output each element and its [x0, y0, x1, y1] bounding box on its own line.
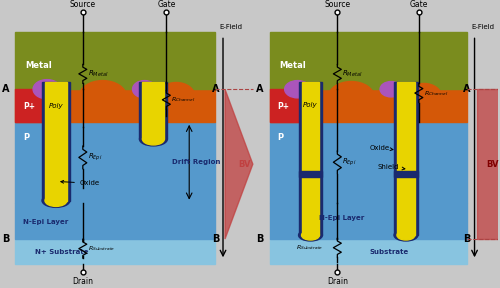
Text: A: A	[2, 84, 10, 94]
Bar	[270, 239, 466, 264]
Text: A: A	[212, 84, 219, 94]
Text: A: A	[256, 84, 264, 94]
Ellipse shape	[397, 230, 415, 240]
Text: Drift Region: Drift Region	[172, 159, 220, 165]
Text: Poly: Poly	[48, 103, 64, 109]
Text: Gate: Gate	[157, 0, 176, 9]
Text: $R_{Metal}$: $R_{Metal}$	[342, 69, 362, 79]
Text: Shield: Shield	[377, 164, 405, 170]
Ellipse shape	[79, 81, 126, 113]
Text: E-Field: E-Field	[471, 24, 494, 30]
Text: P+: P+	[278, 102, 289, 111]
Text: Oxide: Oxide	[369, 145, 393, 151]
Bar	[302, 82, 320, 235]
Bar	[15, 89, 67, 122]
Text: N-Epi Layer: N-Epi Layer	[320, 215, 364, 221]
Bar	[45, 82, 67, 201]
Bar	[142, 82, 165, 139]
Text: Gate: Gate	[410, 0, 428, 9]
Text: Poly: Poly	[303, 101, 318, 107]
Ellipse shape	[45, 195, 67, 206]
Ellipse shape	[158, 82, 195, 111]
Text: Drain: Drain	[327, 277, 348, 287]
Bar	[15, 202, 215, 239]
Text: P+: P+	[23, 102, 35, 111]
Text: BV: BV	[486, 160, 498, 169]
Ellipse shape	[302, 230, 320, 240]
Text: $R_{Channel}$: $R_{Channel}$	[172, 95, 196, 104]
Bar	[270, 89, 466, 122]
Text: B: B	[212, 234, 219, 244]
Ellipse shape	[380, 82, 402, 97]
Bar	[270, 32, 466, 89]
Text: N+ Substrate: N+ Substrate	[35, 249, 88, 255]
Bar	[476, 89, 500, 239]
Text: N-Epi Layer: N-Epi Layer	[23, 219, 68, 225]
Text: Source: Source	[70, 0, 96, 9]
Bar	[270, 122, 466, 202]
Text: Substrate: Substrate	[369, 249, 408, 255]
Ellipse shape	[42, 194, 70, 207]
Bar	[270, 89, 318, 122]
Text: Metal: Metal	[25, 61, 52, 70]
Text: BV: BV	[238, 160, 251, 169]
Ellipse shape	[33, 79, 61, 99]
Bar	[298, 82, 322, 235]
Text: Oxide: Oxide	[61, 180, 100, 186]
Ellipse shape	[328, 82, 374, 112]
Bar	[140, 82, 168, 139]
Bar	[15, 32, 215, 89]
Bar	[270, 202, 466, 239]
Ellipse shape	[406, 84, 442, 110]
Ellipse shape	[298, 230, 322, 241]
Text: B: B	[2, 234, 10, 244]
Text: $R_{Channel}$: $R_{Channel}$	[424, 89, 448, 98]
Text: $R_{Metal}$: $R_{Metal}$	[88, 69, 108, 79]
Bar	[394, 82, 418, 235]
Text: $R_{Epi}$: $R_{Epi}$	[342, 156, 356, 168]
Polygon shape	[225, 89, 253, 239]
Text: Metal: Metal	[280, 61, 306, 70]
Bar	[15, 122, 215, 202]
Ellipse shape	[142, 133, 165, 145]
Bar	[298, 171, 322, 177]
Bar	[15, 239, 215, 264]
Text: $R_{Epi}$: $R_{Epi}$	[88, 152, 102, 163]
Bar	[15, 89, 215, 122]
Text: E-Field: E-Field	[220, 24, 242, 30]
Bar	[397, 82, 415, 235]
Text: B: B	[463, 234, 470, 244]
Text: A: A	[463, 84, 470, 94]
Text: P: P	[278, 133, 284, 142]
Bar	[394, 171, 418, 177]
Bar	[42, 82, 70, 201]
Text: $R_{Substrate}$: $R_{Substrate}$	[296, 243, 323, 252]
Ellipse shape	[132, 81, 156, 98]
Text: Source: Source	[324, 0, 350, 9]
Ellipse shape	[140, 132, 168, 146]
Ellipse shape	[394, 230, 418, 241]
Text: P: P	[23, 133, 30, 142]
Text: $R_{Substrate}$: $R_{Substrate}$	[88, 244, 115, 253]
Ellipse shape	[284, 81, 310, 98]
Text: Drain: Drain	[72, 277, 94, 287]
Text: B: B	[256, 234, 264, 244]
